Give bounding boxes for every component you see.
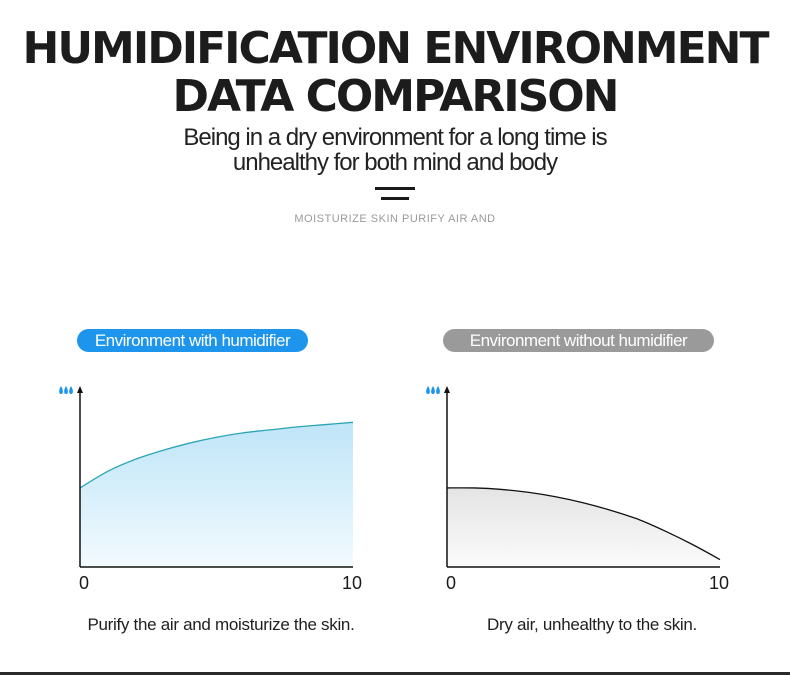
x-tick-label-end: 10 xyxy=(709,573,729,593)
page-title-line-1: HUMIDIFICATION ENVIRONMENT xyxy=(22,23,770,74)
caption-without-humidifier: Dry air, unhealthy to the skin. xyxy=(487,615,697,634)
label-with-humidifier: Environment with humidifier xyxy=(77,329,308,352)
divider-long xyxy=(375,187,415,190)
page-title-line-2: DATA COMPARISON xyxy=(172,71,619,122)
water-drop-icon xyxy=(431,386,435,394)
water-drops-icon xyxy=(426,386,440,394)
subtitle-line-1: Being in a dry environment for a long ti… xyxy=(183,124,607,151)
x-tick-label-start: 0 xyxy=(446,573,456,593)
chart-with-humidifier: 0 10 xyxy=(59,386,362,593)
subtitle-line-2: unhealthy for both mind and body xyxy=(232,149,558,176)
area-fill xyxy=(80,422,353,567)
series-line xyxy=(79,421,354,489)
y-axis-arrow xyxy=(444,386,450,393)
divider-short xyxy=(381,197,409,200)
tagline: MOISTURIZE SKIN PURIFY AIR AND xyxy=(294,213,496,225)
water-drop-icon xyxy=(69,386,73,394)
caption-with-humidifier: Purify the air and moisturize the skin. xyxy=(87,615,355,634)
bottom-rule xyxy=(0,672,790,675)
series-line xyxy=(446,487,721,561)
chart-without-humidifier: 0 10 xyxy=(426,386,729,593)
x-tick-label-start: 0 xyxy=(79,573,89,593)
label-without-humidifier: Environment without humidifier xyxy=(443,329,714,352)
x-tick-label-end: 10 xyxy=(342,573,362,593)
water-drop-icon xyxy=(64,386,68,394)
water-drop-icon xyxy=(426,386,430,394)
y-axis-arrow xyxy=(77,386,83,393)
water-drops-icon xyxy=(59,386,73,394)
water-drop-icon xyxy=(59,386,63,394)
area-fill xyxy=(447,487,720,567)
water-drop-icon xyxy=(436,386,440,394)
